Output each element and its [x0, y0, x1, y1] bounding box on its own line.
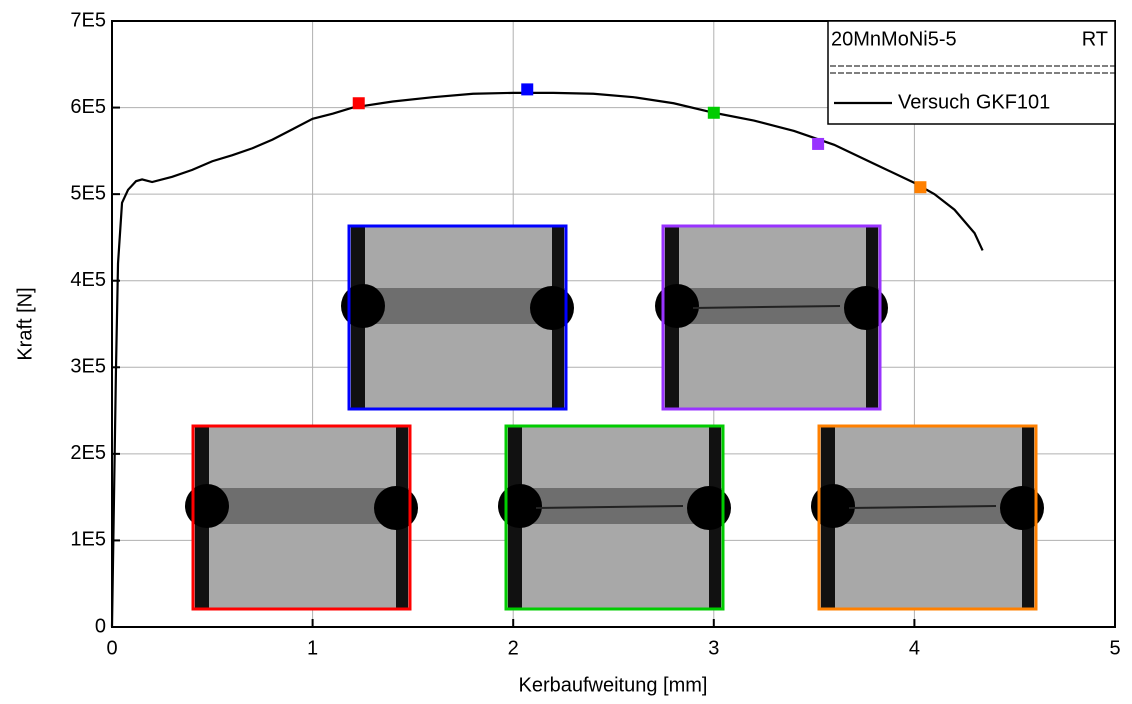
- y-tick-label: 4E5: [70, 269, 106, 291]
- legend-title: 20MnMoNi5-5: [831, 28, 957, 50]
- y-tick-label: 1E5: [70, 529, 106, 551]
- x-tick-label: 2: [508, 637, 519, 659]
- x-axis-label: Kerbaufweitung [mm]: [519, 674, 708, 696]
- inset-notch: [530, 286, 574, 330]
- inset-frame: [191, 424, 412, 611]
- x-tick-label: 5: [1109, 637, 1120, 659]
- inset-band: [193, 488, 410, 524]
- inset-image: [655, 224, 888, 411]
- inset-notch: [374, 486, 418, 530]
- inset-crack: [535, 505, 684, 509]
- x-tick-label: 4: [909, 637, 920, 659]
- inset-notch: [1000, 486, 1044, 530]
- inset-crack: [692, 305, 841, 309]
- inset-crack: [848, 505, 997, 509]
- inset-notch: [185, 484, 229, 528]
- inset-notch: [687, 486, 731, 530]
- x-tick-label: 1: [307, 637, 318, 659]
- inset-frame: [817, 424, 1038, 611]
- inset-frame: [504, 424, 725, 611]
- inset-notch: [655, 284, 699, 328]
- inset-notch: [341, 284, 385, 328]
- legend-condition: RT: [1082, 28, 1108, 50]
- y-tick-label: 6E5: [70, 96, 106, 118]
- inset-notch: [844, 286, 888, 330]
- x-tick-label: 3: [708, 637, 719, 659]
- y-tick-label: 0: [95, 615, 106, 637]
- y-tick-label: 5E5: [70, 182, 106, 204]
- inset-image: [341, 224, 574, 411]
- y-tick-label: 2E5: [70, 442, 106, 464]
- marker: [352, 97, 365, 110]
- y-axis-label: Kraft [N]: [14, 287, 36, 360]
- marker: [707, 106, 720, 119]
- inset-frame: [661, 224, 882, 411]
- inset-notch: [811, 484, 855, 528]
- marker: [914, 181, 927, 194]
- inset-image: [498, 424, 731, 611]
- data-line: [110, 91, 984, 628]
- y-tick-label: 7E5: [70, 9, 106, 31]
- inset-notch: [498, 484, 542, 528]
- inset-image: [185, 424, 418, 611]
- inset-frame: [347, 224, 568, 411]
- legend-label: Versuch GKF101: [898, 91, 1050, 113]
- x-tick-label: 0: [106, 637, 117, 659]
- marker: [521, 83, 534, 96]
- y-tick-label: 3E5: [70, 356, 106, 378]
- plot-frame: [111, 20, 1116, 628]
- marker: [812, 137, 825, 150]
- inset-image: [811, 424, 1044, 611]
- inset-band: [349, 288, 566, 324]
